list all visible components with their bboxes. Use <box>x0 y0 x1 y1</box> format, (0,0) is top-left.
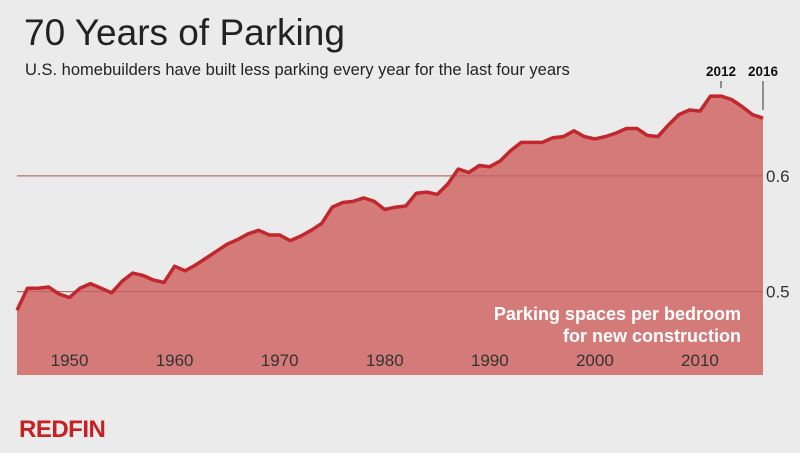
x-tick-label: 2010 <box>681 351 719 370</box>
redfin-logo: REDFIN <box>19 416 106 443</box>
x-tick-label: 1970 <box>261 351 299 370</box>
x-tick-label: 1990 <box>471 351 509 370</box>
gridlines-over-fill <box>17 175 763 293</box>
series-label-line-1: Parking spaces per bedroom <box>494 304 741 324</box>
series-line <box>15 94 764 311</box>
annotation-label: 2012 <box>706 64 736 79</box>
x-tick-label: 2000 <box>576 351 614 370</box>
x-tick-label: 1960 <box>156 351 194 370</box>
y-tick-label: 0.6 <box>766 167 790 186</box>
x-tick-label: 1980 <box>366 351 404 370</box>
x-axis-ticks: 1950 1960 1970 1980 1990 2000 2010 <box>51 351 719 370</box>
x-tick-label: 1950 <box>51 351 89 370</box>
chart-subtitle: U.S. homebuilders have built less parkin… <box>25 61 570 79</box>
chart-title: 70 Years of Parking <box>24 12 345 53</box>
area-fill <box>17 96 763 375</box>
annotations: 2012 2016 <box>706 64 779 111</box>
annotation-label: 2016 <box>748 64 779 79</box>
y-axis-ticks: 0.5 0.6 <box>766 167 790 302</box>
series-label-line-2: for new construction <box>563 326 741 346</box>
y-tick-label: 0.5 <box>766 283 790 302</box>
